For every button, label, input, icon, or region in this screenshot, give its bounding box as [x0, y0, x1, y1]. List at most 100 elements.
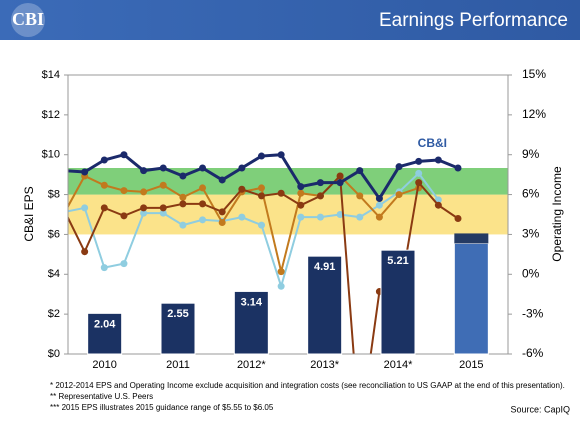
- y-tick-label: $6: [48, 228, 60, 240]
- series-point: [81, 248, 89, 256]
- series-point: [297, 213, 305, 221]
- series-point: [199, 200, 207, 208]
- series-point: [100, 264, 108, 272]
- series-line: [68, 171, 440, 290]
- y2-tick-label: 9%: [522, 147, 540, 161]
- footnote: ** Representative U.S. Peers: [50, 392, 153, 401]
- series-point: [140, 167, 148, 175]
- series-point: [120, 151, 128, 159]
- series-point: [81, 204, 89, 212]
- series-point: [277, 189, 285, 197]
- bar-label: 5.21: [387, 255, 408, 267]
- x-tick-label: 2013*: [310, 359, 339, 371]
- series-point: [179, 200, 187, 208]
- bar: [160, 302, 196, 355]
- series-point: [277, 151, 285, 159]
- series-point: [454, 164, 462, 172]
- series-point: [238, 164, 246, 172]
- bar-range: [454, 233, 489, 244]
- series-point: [316, 179, 324, 187]
- series-point: [218, 208, 226, 216]
- series-point: [140, 188, 148, 196]
- series-point: [434, 201, 442, 209]
- x-tick-label: 2015: [459, 359, 483, 371]
- series-point: [375, 195, 383, 203]
- series-point: [297, 189, 305, 197]
- series-point: [336, 179, 344, 187]
- series-point: [336, 211, 344, 218]
- x-tick-label: 2010: [92, 359, 116, 371]
- series-point: [415, 157, 423, 165]
- y2-tick-label: -6%: [522, 346, 544, 360]
- series-label: CB&I: [418, 136, 447, 150]
- bar-label: 3.14: [241, 296, 263, 308]
- bar: [380, 249, 416, 355]
- series-point: [68, 168, 69, 173]
- logo-badge: [11, 3, 45, 37]
- series-point: [199, 216, 207, 224]
- slide-title: Earnings Performance: [379, 10, 568, 31]
- series-point: [81, 168, 89, 176]
- series-point: [356, 213, 364, 221]
- series-point: [68, 210, 69, 214]
- series-point: [159, 164, 167, 172]
- series-point: [277, 282, 285, 290]
- series-point: [297, 183, 305, 191]
- series-point: [316, 192, 324, 200]
- series-point: [100, 156, 108, 164]
- series-point: [120, 260, 128, 268]
- series-point: [199, 184, 207, 192]
- series-point: [238, 185, 246, 193]
- y-tick-label: $8: [48, 188, 60, 200]
- bar-label: 2.04: [94, 318, 116, 330]
- series-point: [415, 169, 423, 177]
- series-point: [258, 221, 265, 229]
- series-point: [179, 221, 187, 229]
- series-point: [68, 210, 69, 214]
- series-point: [199, 164, 207, 172]
- y2-tick-label: 12%: [522, 107, 546, 121]
- series-point: [159, 204, 167, 212]
- series-point: [434, 196, 442, 204]
- bar: [233, 290, 269, 355]
- series-point: [218, 176, 226, 184]
- y-tick-label: $4: [48, 268, 60, 280]
- plot-area: [68, 151, 508, 354]
- series-point: [120, 187, 128, 195]
- y-tick-label: $12: [42, 109, 60, 121]
- y2-tick-label: 6%: [522, 187, 540, 201]
- series-point: [179, 172, 187, 180]
- series-point: [415, 179, 423, 187]
- y2-tick-label: -3%: [522, 306, 544, 320]
- series-point: [375, 213, 383, 221]
- series-point: [356, 167, 364, 175]
- series-point: [100, 181, 108, 189]
- bar: [453, 242, 489, 355]
- y2-tick-label: 0%: [522, 266, 540, 280]
- series-point: [277, 268, 285, 276]
- bar-label: 2.55: [167, 308, 188, 320]
- y-axis-title: CB&I EPS: [22, 186, 36, 241]
- y-tick-label: $14: [42, 69, 60, 81]
- series-point: [218, 218, 226, 226]
- series-point: [179, 193, 187, 201]
- y2-tick-label: 15%: [522, 67, 546, 81]
- footnote: * 2012-2014 EPS and Operating Income exc…: [50, 381, 565, 390]
- series-point: [159, 181, 167, 189]
- y-tick-label: $0: [48, 348, 60, 360]
- series-point: [159, 209, 167, 217]
- bar: [307, 255, 343, 355]
- source: Source: CapIQ: [510, 404, 570, 414]
- x-tick-label: 2014*: [384, 359, 413, 371]
- band: [68, 194, 508, 235]
- series-point: [238, 213, 246, 221]
- x-tick-label: 2012*: [237, 359, 266, 371]
- y-tick-label: $2: [48, 308, 60, 320]
- series-point: [434, 156, 442, 164]
- series-point: [297, 201, 305, 209]
- series-point: [375, 201, 383, 209]
- header-bar: [0, 0, 580, 40]
- x-tick-label: 2011: [166, 359, 190, 371]
- series-point: [140, 209, 148, 217]
